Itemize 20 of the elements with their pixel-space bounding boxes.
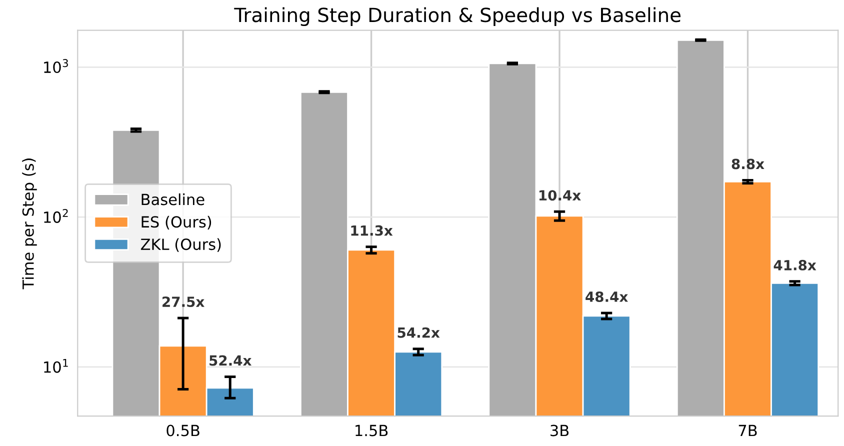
y-tick-label: 10$^{2}$	[44, 208, 68, 223]
annotation: 41.8x	[774, 260, 816, 270]
annotation: 10.4x	[539, 190, 581, 201]
y-tick-label: 10$^{3}$	[44, 59, 68, 74]
annotation: 27.5x	[162, 296, 204, 308]
x-tick-label: 7B	[738, 424, 757, 436]
annotation: 52.4x	[210, 355, 252, 366]
y-tick-label: 10$^{1}$	[44, 359, 68, 373]
annotation: 48.4x	[586, 291, 628, 302]
legend-label: ES (Ours)	[142, 216, 212, 230]
annotation: 11.3x	[351, 225, 393, 236]
x-tick-label: 0.5B	[166, 424, 200, 436]
annotation: 8.8x	[732, 158, 764, 170]
x-tick-label: 1.5B	[356, 424, 388, 436]
x-tick-label: 3B	[550, 424, 569, 436]
annotation: 54.2x	[398, 327, 440, 338]
y-axis-title: Time per Step (s)	[22, 158, 37, 290]
legend-label: Baseline	[142, 193, 204, 206]
chart-title: Training Step Duration & Speedup vs Baseline	[234, 7, 681, 26]
legend-label: ZKL (Ours)	[140, 238, 221, 252]
